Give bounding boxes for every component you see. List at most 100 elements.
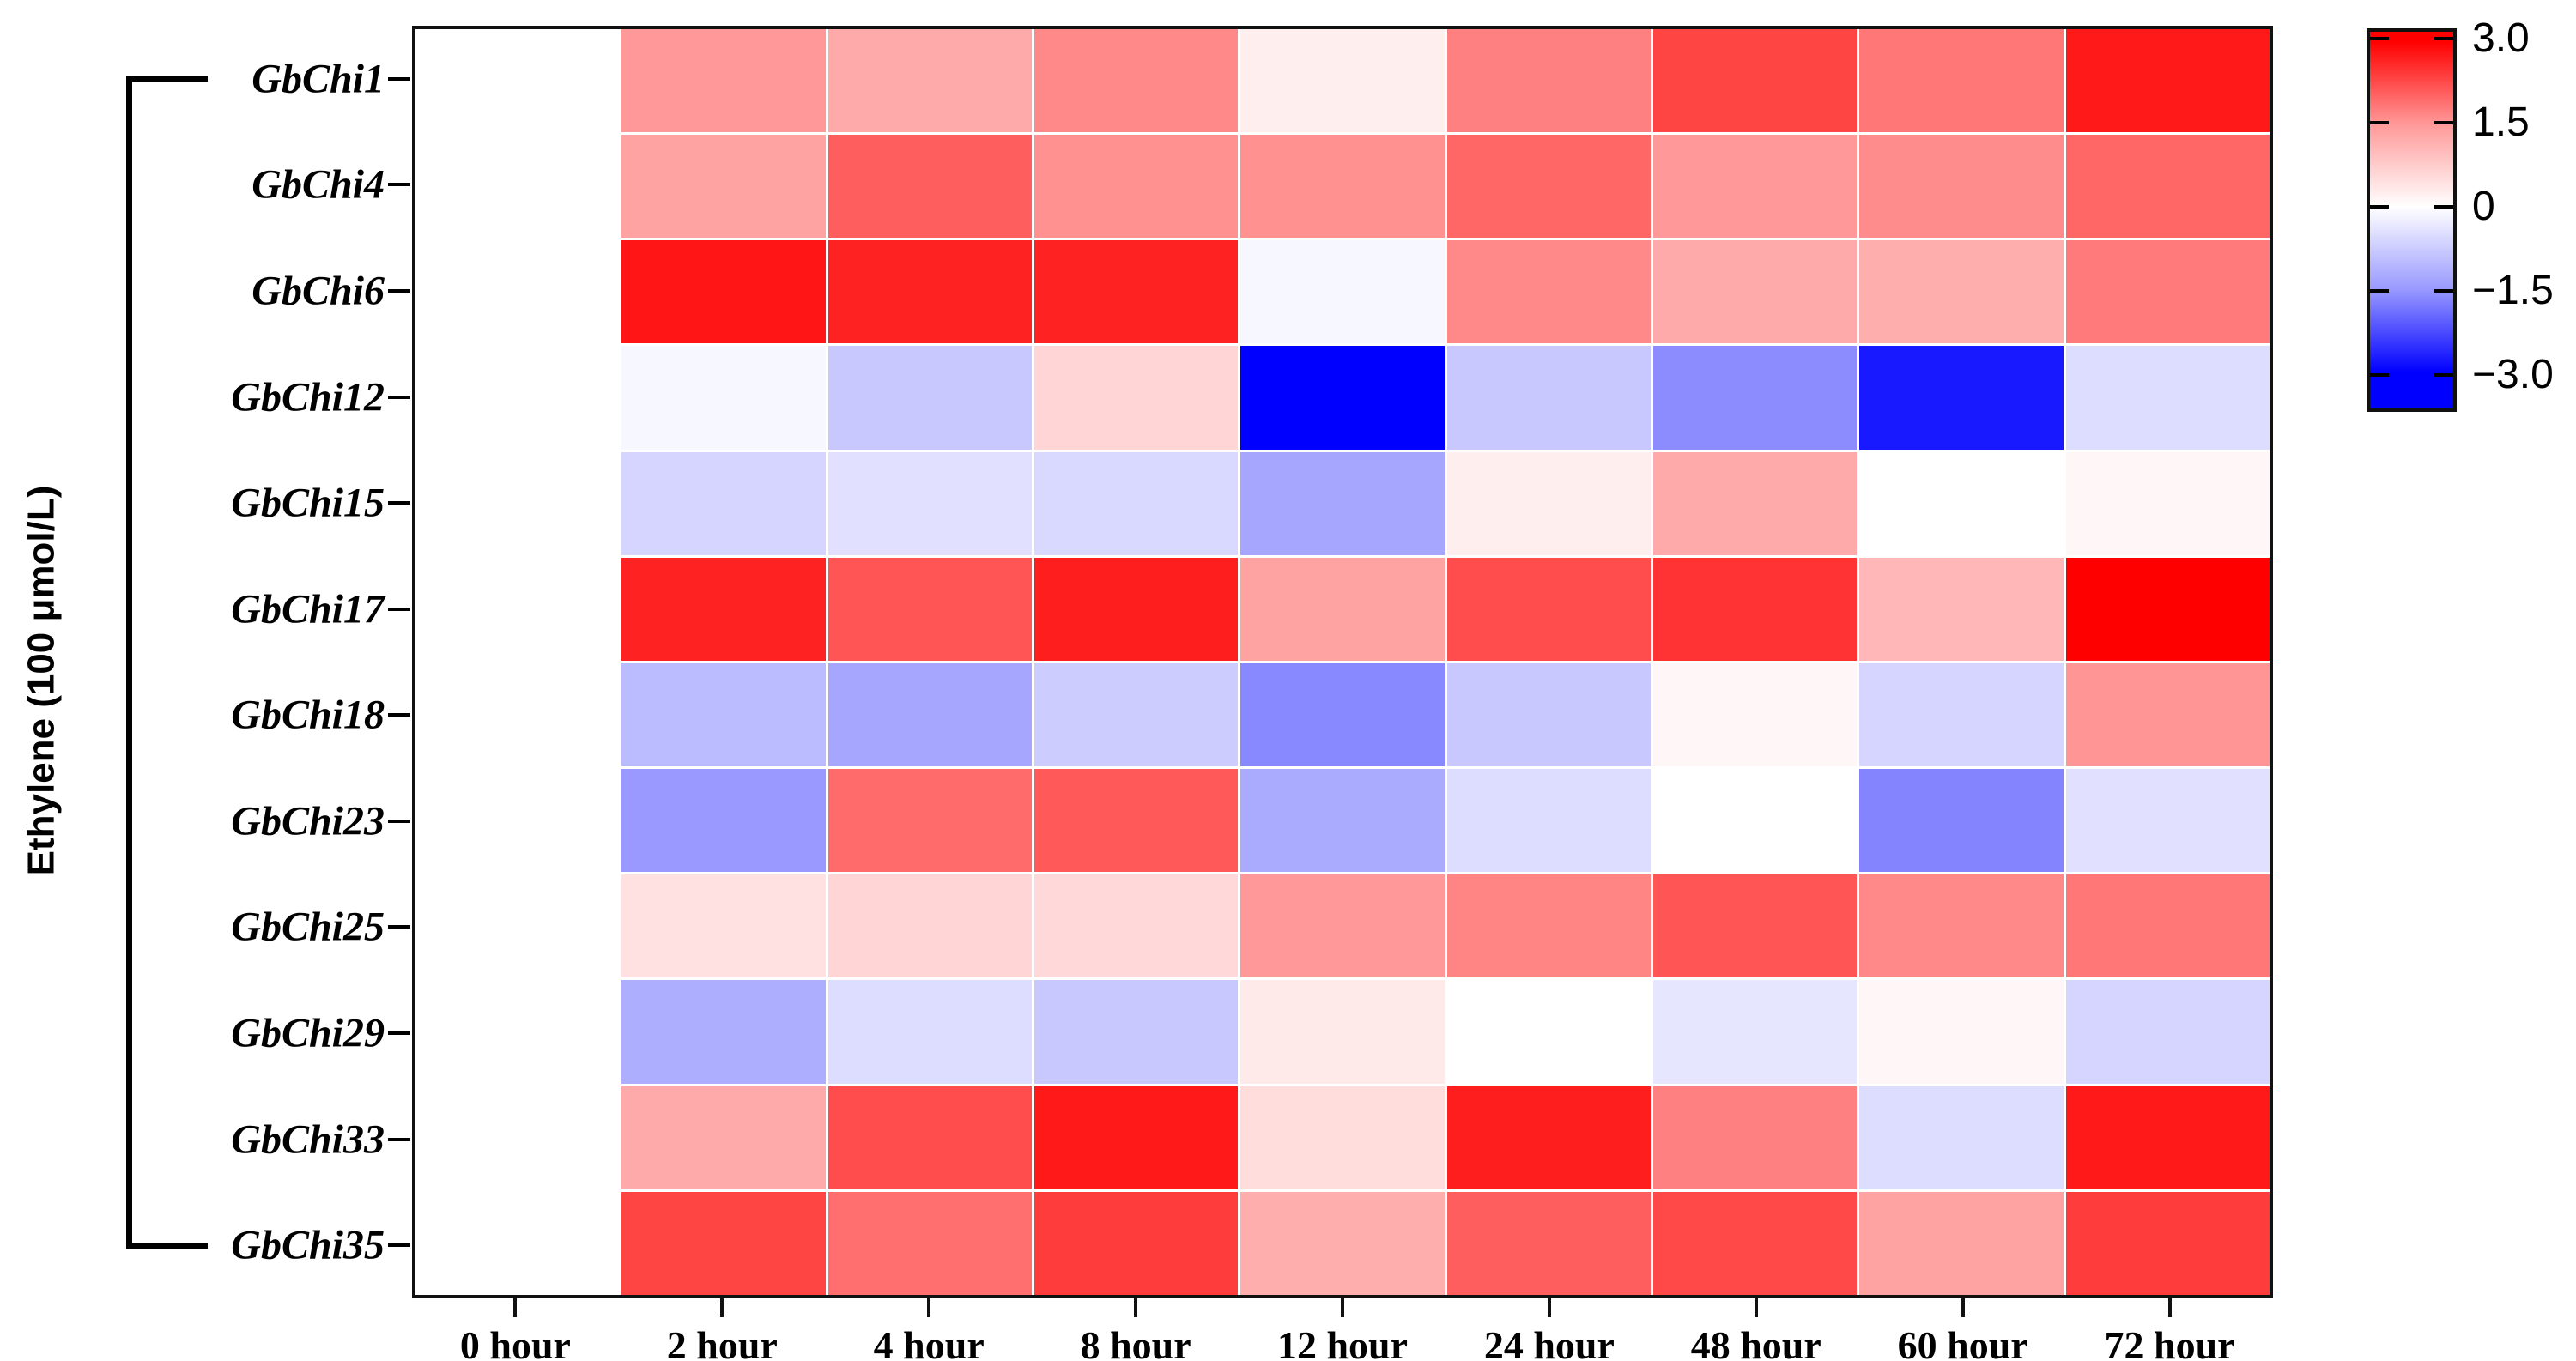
heatmap-cell [1859,135,2064,239]
heatmap-cell [1859,980,2064,1084]
heatmap-cell [1446,662,1651,767]
heatmap-cell [1446,346,1651,450]
colorbar-tick-label: −1.5 [2472,267,2554,313]
heatmap-cell [1240,451,1445,555]
row-tick [388,1137,410,1141]
heatmap-cell [1033,135,1239,239]
x-tick-label: 60 hour [1897,1323,2028,1361]
heatmap-cell [1446,1086,1651,1189]
row-label: GbChi18 [231,692,385,738]
heatmap-cell [415,874,620,978]
colorbar-tick [2434,37,2453,40]
heatmap-cell [1033,662,1239,767]
heatmap-cell [827,29,1032,133]
row-label: GbChi29 [231,1010,385,1056]
heatmap-cell [2065,240,2270,344]
heatmap-cell [1240,29,1445,133]
x-tick-label: 4 hour [873,1323,985,1361]
heatmap-cell [827,874,1032,978]
colorbar-tick-label: 1.5 [2472,99,2530,145]
heatmap-cell [415,29,620,133]
heatmap-cell [1240,240,1445,344]
heatmap-cell [621,240,826,344]
heatmap-cell [621,135,826,239]
heatmap-cell [1652,1191,1858,1295]
heatmap-cell [1446,451,1651,555]
heatmap-cell [2065,557,2270,661]
heatmap-cell [1859,29,2064,133]
row-tick [388,76,410,81]
row-tick [388,607,410,611]
heatmap-cell [1033,1191,1239,1295]
row-tick [388,501,410,505]
heatmap-cell [827,769,1032,873]
colorbar-tick [2434,372,2453,377]
heatmap-cell [2065,29,2270,133]
heatmap-grid [412,26,2273,1298]
heatmap-cell [415,240,620,344]
heatmap-cell [827,1191,1032,1295]
heatmap-cell [1652,662,1858,767]
colorbar-tick [2434,288,2453,293]
heatmap-cell [1033,1086,1239,1189]
heatmap-cell [827,980,1032,1084]
heatmap-cell [1859,1086,2064,1189]
heatmap-cell [621,29,826,133]
row-tick [388,288,410,293]
heatmap-cell [1859,240,2064,344]
colorbar-tick [2370,204,2389,209]
x-tick [1961,1298,1965,1317]
heatmap-cell [1859,346,2064,450]
x-tick [720,1298,724,1317]
bracket-arm [126,76,208,82]
row-label: GbChi15 [231,480,385,526]
x-tick-label: 8 hour [1080,1323,1191,1361]
heatmap-cell [415,1191,620,1295]
x-tick-label: 2 hour [666,1323,778,1361]
heatmap-cell [1652,874,1858,978]
row-tick [388,819,410,823]
row-tick [388,925,410,929]
heatmap-cell [415,1086,620,1189]
row-label: GbChi23 [231,798,385,844]
heatmap-cell [621,980,826,1084]
x-tick [927,1298,931,1317]
heatmap-cell [1240,769,1445,873]
colorbar-tick [2434,204,2453,209]
heatmap-cell [1652,240,1858,344]
heatmap-cell [415,346,620,450]
heatmap-cell [621,557,826,661]
colorbar-tick [2370,288,2389,293]
heatmap-cell [2065,769,2270,873]
colorbar-tick-label: 0 [2472,183,2495,229]
row-label: GbChi35 [231,1222,385,1268]
heatmap-cell [415,769,620,873]
colorbar [2367,28,2457,412]
heatmap-cell [415,557,620,661]
heatmap-cell [1859,769,2064,873]
heatmap-cell [1859,662,2064,767]
heatmap-cell [621,346,826,450]
heatmap-cell [621,769,826,873]
heatmap-cell [1446,980,1651,1084]
heatmap-cell [827,346,1032,450]
x-tick-label: 12 hour [1276,1323,1409,1361]
row-tick [388,1031,410,1036]
heatmap-cell [1033,874,1239,978]
colorbar-tick-label: −3.0 [2472,351,2554,397]
colorbar-tick [2370,120,2389,124]
heatmap-cell [1033,769,1239,873]
heatmap-cell [1652,769,1858,873]
row-label: GbChi4 [252,161,385,208]
heatmap-cell [1033,980,1239,1084]
heatmap-cell [827,451,1032,555]
x-tick-label: 0 hour [459,1323,571,1361]
heatmap-cell [1033,240,1239,344]
heatmap-cell [827,557,1032,661]
heatmap-cell [2065,1191,2270,1295]
heatmap-cell [621,451,826,555]
heatmap-cell [1240,557,1445,661]
x-tick [1754,1298,1758,1317]
heatmap-cell [1240,662,1445,767]
x-tick-label: 24 hour [1483,1323,1615,1361]
